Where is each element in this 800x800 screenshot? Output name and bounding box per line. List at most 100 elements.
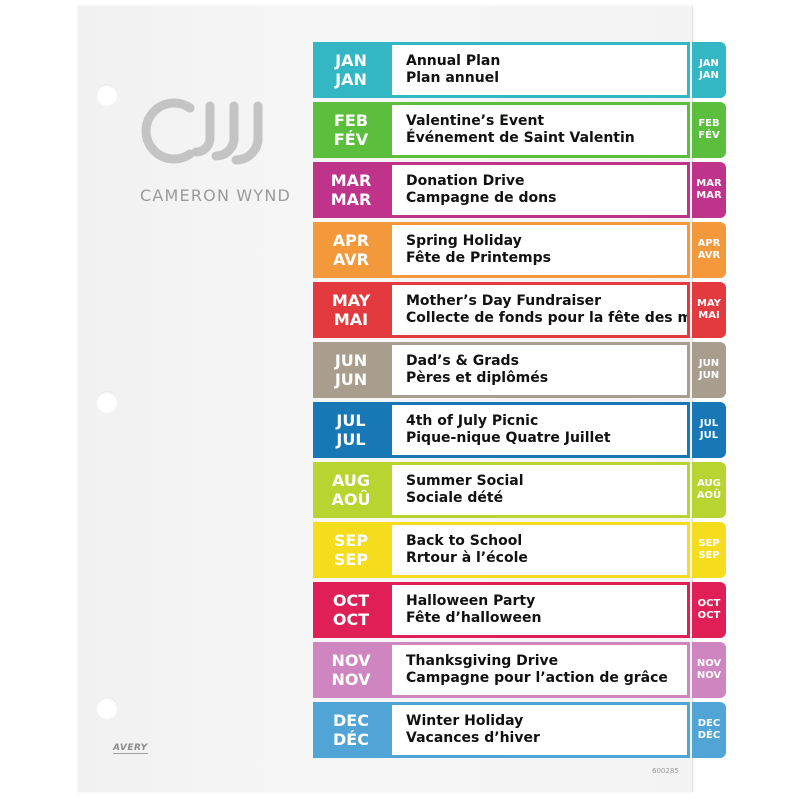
- entry-title-en: Mother’s Day Fundraiser: [406, 293, 602, 309]
- entry-title-fr: Vacances d’hiver: [406, 730, 540, 746]
- tab-row-oct: OCT OCT Halloween Party Fête d’halloween: [313, 582, 690, 638]
- entry-title-en: Donation Drive: [406, 173, 525, 189]
- side-tab-fr: DÉC: [697, 730, 721, 741]
- entry-title-fr: Fête d’halloween: [406, 610, 542, 626]
- entry-title-fr: Plan annuel: [406, 70, 499, 86]
- side-tab-fr: AVR: [697, 250, 721, 261]
- side-tab-jul[interactable]: JUL JUL: [692, 402, 726, 458]
- entry-title-fr: Campagne pour l’action de grâce: [406, 670, 668, 686]
- side-tab-aug[interactable]: AUG AOÛ: [692, 462, 726, 518]
- month-fr: DÉC: [333, 730, 369, 749]
- month-fr: AOÛ: [331, 490, 371, 509]
- month-en: JAN: [335, 51, 367, 70]
- month-fr: FÉV: [333, 130, 369, 149]
- product-code: 600285: [652, 767, 679, 775]
- month-block: MAR MAR: [313, 162, 389, 218]
- tab-row-nov: NOV NOV Thanksgiving Drive Campagne pour l’…: [313, 642, 690, 698]
- entry-label: Valentine’s Event Événement de Saint Vale…: [389, 102, 690, 158]
- tab-row-aug: AUG AOÛ Summer Social Sociale dété: [313, 462, 690, 518]
- entry-label: Winter Holiday Vacances d’hiver: [389, 702, 690, 758]
- month-fr: JAN: [335, 70, 367, 89]
- month-en: DEC: [333, 711, 369, 730]
- month-en: JUN: [334, 351, 368, 370]
- entry-title-en: Winter Holiday: [406, 713, 524, 729]
- entry-title-en: Spring Holiday: [406, 233, 522, 249]
- month-en: APR: [332, 231, 370, 250]
- month-en: JUL: [336, 411, 366, 430]
- side-tab-fr: JUN: [698, 370, 720, 381]
- entry-label: Annual Plan Plan annuel: [389, 42, 690, 98]
- month-fr: JUN: [334, 370, 368, 389]
- month-fr: NOV: [331, 670, 371, 689]
- side-tab-oct[interactable]: OCT OCT: [692, 582, 726, 638]
- entry-title-en: Dad’s & Grads: [406, 353, 519, 369]
- brand-name: CAMERON WYND: [140, 186, 292, 205]
- month-en: SEP: [333, 531, 369, 550]
- cameron-wynd-logo-icon: [141, 98, 263, 165]
- entry-title-en: Valentine’s Event: [406, 113, 545, 129]
- side-tab-dec[interactable]: DEC DÉC: [692, 702, 726, 758]
- tab-row-jun: JUN JUN Dad’s & Grads Pères et diplômés: [313, 342, 690, 398]
- month-fr: AVR: [333, 250, 369, 269]
- entry-title-fr: Fête de Printemps: [406, 250, 552, 266]
- tab-row-mar: MAR MAR Donation Drive Campagne de dons: [313, 162, 690, 218]
- entry-title-en: Halloween Party: [406, 593, 536, 609]
- entry-label: Spring Holiday Fête de Printemps: [389, 222, 690, 278]
- manufacturer-logo: AVERY: [113, 743, 148, 754]
- side-tab-en: MAR: [696, 178, 722, 189]
- side-tab-fr: JAN: [699, 70, 719, 81]
- entry-title-fr: Sociale dété: [406, 490, 504, 506]
- month-en: OCT: [332, 591, 370, 610]
- entry-title-fr: Collecte de fonds pour la fête des mères: [406, 310, 687, 326]
- side-tab-may[interactable]: MAY MAI: [692, 282, 726, 338]
- side-tab-fr: JUL: [699, 430, 719, 441]
- entry-label: 4th of July Picnic Pique-nique Quatre Jui…: [389, 402, 690, 458]
- month-block: OCT OCT: [313, 582, 389, 638]
- side-tab-sep[interactable]: SEP SEP: [692, 522, 726, 578]
- entry-title-fr: Campagne de dons: [406, 190, 557, 206]
- tab-row-feb: FEB FÉV Valentine’s Event Événement de Sain…: [313, 102, 690, 158]
- month-en: MAR: [330, 171, 372, 190]
- side-tab-en: MAY: [697, 298, 721, 309]
- entry-title-en: Thanksgiving Drive: [406, 653, 559, 669]
- entry-title-fr: Rrtour à l’école: [406, 550, 528, 566]
- tab-row-apr: APR AVR Spring Holiday Fête de Printemps: [313, 222, 690, 278]
- side-tab-fr: SEP: [698, 550, 720, 561]
- month-en: MAY: [331, 291, 371, 310]
- side-tab-en: AUG: [697, 478, 721, 489]
- side-tab-fr: AOÛ: [696, 490, 722, 501]
- month-block: APR AVR: [313, 222, 389, 278]
- entry-label: Summer Social Sociale dété: [389, 462, 690, 518]
- binder-hole: [96, 697, 118, 719]
- binder-hole: [96, 391, 118, 413]
- entry-label: Mother’s Day Fundraiser Collecte de fonds…: [389, 282, 690, 338]
- month-block: AUG AOÛ: [313, 462, 389, 518]
- side-tab-en: APR: [697, 238, 721, 249]
- entry-title-fr: Événement de Saint Valentin: [406, 130, 635, 146]
- month-fr: MAR: [330, 190, 372, 209]
- side-tab-jun[interactable]: JUN JUN: [692, 342, 726, 398]
- month-fr: JUL: [336, 430, 366, 449]
- month-block: SEP SEP: [313, 522, 389, 578]
- side-tab-en: OCT: [697, 598, 721, 609]
- side-tab-nov[interactable]: NOV NOV: [692, 642, 726, 698]
- side-tab-en: DEC: [697, 718, 721, 729]
- month-block: JUL JUL: [313, 402, 389, 458]
- entry-label: Donation Drive Campagne de dons: [389, 162, 690, 218]
- side-tab-fr: MAI: [698, 310, 720, 321]
- side-tab-mar[interactable]: MAR MAR: [692, 162, 726, 218]
- entry-title-en: Annual Plan: [406, 53, 501, 69]
- side-tab-apr[interactable]: APR AVR: [692, 222, 726, 278]
- entry-label: Dad’s & Grads Pères et diplômés: [389, 342, 690, 398]
- month-en: NOV: [331, 651, 371, 670]
- tab-row-dec: DEC DÉC Winter Holiday Vacances d’hiver: [313, 702, 690, 758]
- side-tab-en: SEP: [698, 538, 720, 549]
- month-en: FEB: [333, 111, 369, 130]
- month-block: JAN JAN: [313, 42, 389, 98]
- side-tab-feb[interactable]: FEB FÉV: [692, 102, 726, 158]
- entry-title-en: Summer Social: [406, 473, 524, 489]
- month-fr: SEP: [333, 550, 369, 569]
- side-tab-en: FEB: [698, 118, 720, 129]
- side-tab-jan[interactable]: JAN JAN: [692, 42, 726, 98]
- month-fr: MAI: [333, 310, 369, 329]
